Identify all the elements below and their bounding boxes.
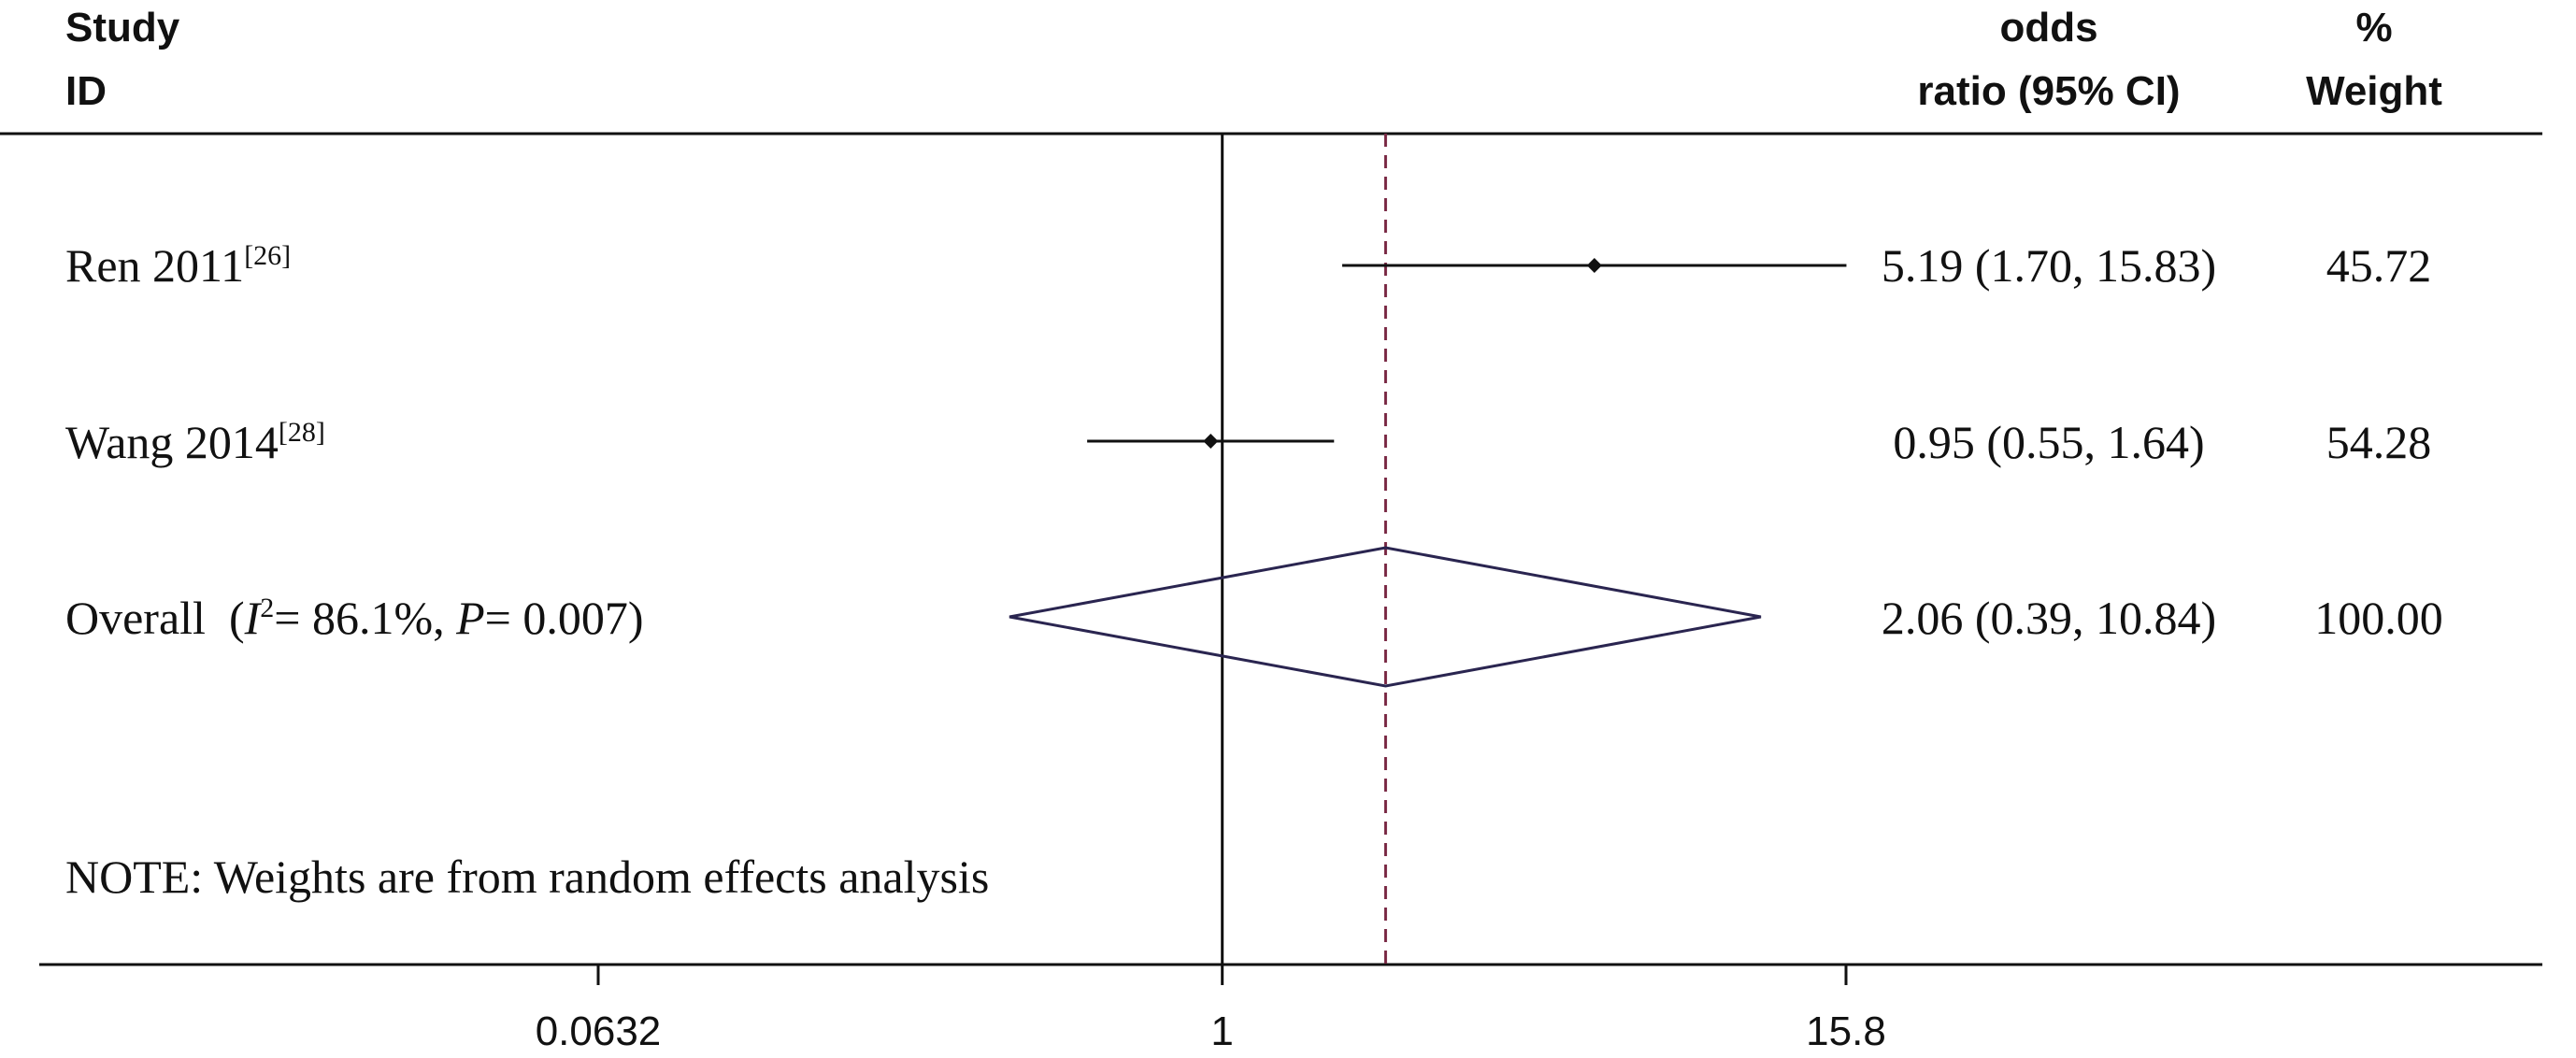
x-axis-tick-label: 15.8 (1806, 1008, 1886, 1054)
header-weight: Weight (2306, 68, 2442, 114)
overall-diamond (1009, 546, 1762, 688)
overall-label: Overall (I2= 86.1%, P= 0.007) (65, 592, 644, 644)
point-marker-wang (1203, 434, 1219, 449)
weight-text-wang: 54.28 (2326, 416, 2432, 468)
x-axis-tick-label: 1 (1210, 1008, 1233, 1054)
header-id: ID (65, 68, 107, 114)
ci-text-ren: 5.19 (1.70, 15.83) (1882, 239, 2216, 292)
x-axis-tick-label: 0.0632 (536, 1008, 662, 1054)
header-percent: % (2355, 5, 2392, 50)
ci-text-overall: 2.06 (0.39, 10.84) (1882, 592, 2216, 644)
header-study: Study (65, 5, 180, 50)
x-axis-ticks: 0.0632 1 15.8 (536, 965, 1886, 1054)
point-marker-ren (1586, 258, 1602, 273)
weights-note: NOTE: Weights are from random effects an… (65, 851, 989, 903)
weight-text-ren: 45.72 (2326, 239, 2432, 292)
ci-text-wang: 0.95 (0.55, 1.64) (1893, 416, 2204, 468)
header-odds: odds (1999, 5, 2097, 50)
weight-text-overall: 100.00 (2314, 592, 2443, 644)
header-ratio-ci: ratio (95% CI) (1917, 68, 2180, 114)
study-label-ren: Ren 2011[26] (65, 239, 291, 292)
study-label-wang: Wang 2014[28] (65, 416, 325, 468)
